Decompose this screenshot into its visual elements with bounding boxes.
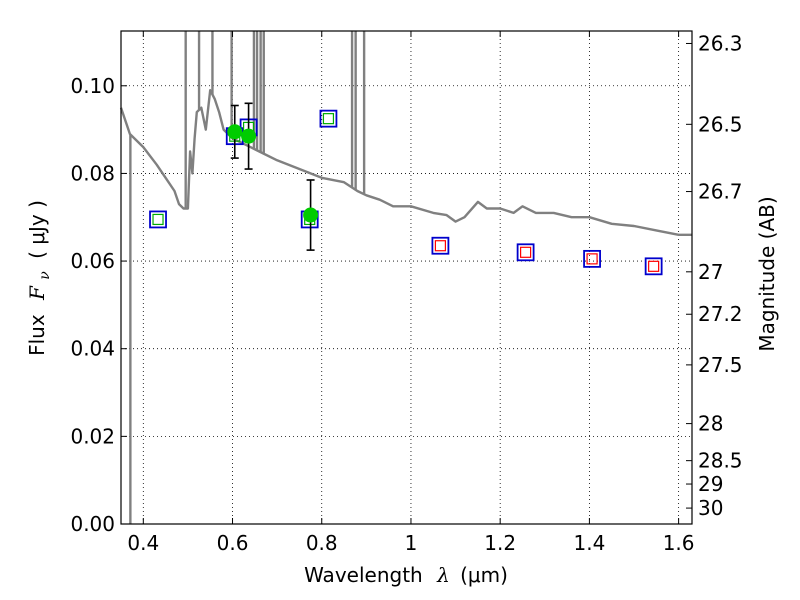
spectrum-line <box>119 88 692 237</box>
grid <box>121 31 692 524</box>
photometry-markers <box>149 102 663 276</box>
y-tick-label: 0.00 <box>70 512 115 536</box>
model-flux-marker <box>149 210 167 229</box>
y-axis-title-symbol: F <box>25 285 49 301</box>
plot-frame <box>120 30 693 525</box>
x-axis-title-text: Wavelength <box>304 563 423 587</box>
y2-tick-label: 26.7 <box>698 180 743 204</box>
model-spectrum <box>119 31 692 524</box>
x-axis-title: Wavelength λ (μm) <box>304 563 508 587</box>
x-axis-title-symbol: λ <box>436 563 450 587</box>
synthetic-flux-marker <box>434 240 447 252</box>
x-tick-label: 1.4 <box>573 531 605 555</box>
x-tick-label: 1.2 <box>484 531 516 555</box>
y2-tick-label: 30 <box>698 496 723 520</box>
synthetic-flux-marker <box>152 213 164 226</box>
observed-flux-point <box>303 207 319 223</box>
synthetic-flux-marker <box>586 253 598 265</box>
x-tick-label: 0.4 <box>127 531 159 555</box>
y2-tick-label: 26.3 <box>698 31 743 55</box>
y2-tick-label: 28 <box>698 412 723 436</box>
observed-flux-point <box>241 128 257 144</box>
y-ticks: 0.00 0.02 0.04 0.06 0.08 0.10 <box>70 74 127 536</box>
y2-tick-label: 29 <box>698 472 723 496</box>
y-axis-title-text: Flux <box>25 314 49 356</box>
x-axis-title-unit: (μm) <box>460 563 508 587</box>
synthetic-flux-marker <box>648 260 660 272</box>
model-flux-marker <box>583 249 601 268</box>
y-axis-title-unit: ( μJy ) <box>25 200 49 259</box>
y-tick-label: 0.10 <box>70 74 115 98</box>
y-axis-title-sub: ν <box>37 271 53 280</box>
y2-axis-title: Magnitude (AB) <box>755 196 779 351</box>
x-ticks: 0.4 0.6 0.8 1 1.2 1.4 1.6 <box>127 31 695 555</box>
model-flux-marker <box>516 243 535 262</box>
x-tick-label: 0.8 <box>306 531 338 555</box>
y-tick-label: 0.06 <box>70 249 115 273</box>
y2-tick-label: 27.2 <box>698 302 743 326</box>
x-tick-label: 0.6 <box>217 531 249 555</box>
y2-tick-label: 27.5 <box>698 353 743 377</box>
model-flux-marker <box>431 236 450 255</box>
observed-flux-point <box>227 124 243 140</box>
model-flux-marker <box>644 257 663 276</box>
y-tick-label: 0.04 <box>70 337 115 361</box>
y2-tick-label: 26.5 <box>698 112 743 136</box>
model-flux-marker <box>319 109 338 128</box>
synthetic-flux-marker <box>520 246 532 258</box>
x-tick-label: 1.6 <box>663 531 695 555</box>
y2-tick-label: 28.5 <box>698 449 743 473</box>
x-tick-label: 1 <box>405 531 418 555</box>
synthetic-flux-marker <box>322 113 335 125</box>
y2-tick-label: 27 <box>698 260 723 284</box>
y-axis-title: Flux F ν ( μJy ) <box>25 200 54 356</box>
y-tick-label: 0.08 <box>70 161 115 185</box>
y-tick-label: 0.02 <box>70 424 115 448</box>
